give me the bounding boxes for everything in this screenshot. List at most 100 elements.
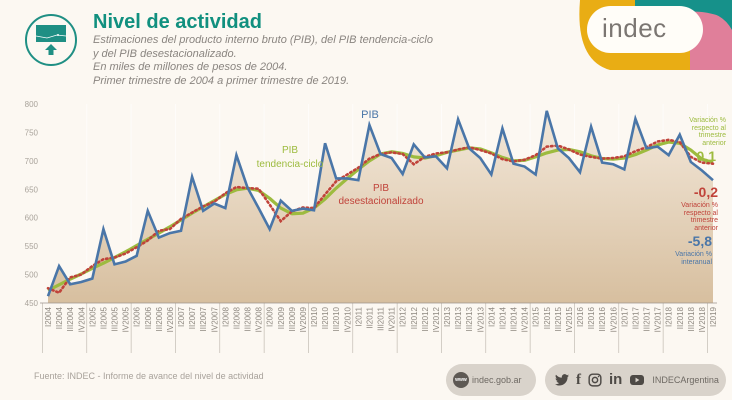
x-tick-label: III2008 [244,306,253,331]
x-tick-label: III2007 [199,306,208,331]
tendencia-variation-value: 0,1 [696,148,716,164]
x-tick-label: II2015 [543,306,552,329]
tendencia-series-label: PIB [282,145,298,156]
website-link[interactable]: www indec.gob.ar [446,364,536,396]
x-tick-label: III2017 [643,306,652,331]
y-tick-label: 800 [25,100,39,109]
upload-arrow-icon [45,44,57,55]
page-title: Nivel de actividad [93,11,262,33]
y-tick-label: 750 [25,128,39,137]
facebook-icon[interactable]: f [576,372,581,388]
pib-annotation: -5,8 Variación % interanual [675,234,712,266]
instagram-icon[interactable] [588,373,602,387]
logo-text: indec [602,13,667,43]
x-tick-label: III2013 [465,306,474,331]
subtitle-line: y del PIB desestacionalizado. [93,47,237,60]
pib-series-label: PIB [361,109,379,121]
x-tick-label: II2018 [676,306,685,329]
x-tick-label: I2017 [620,306,629,327]
annotation-label: anterior [702,139,726,147]
pib-area-fill [48,110,713,303]
x-tick-label: III2016 [598,306,607,331]
envelope-icon [36,25,66,42]
y-tick-label: 600 [25,214,39,223]
x-tick-label: IV2012 [432,306,441,332]
desestacionalizado-annotation: -0,2 Variación % respecto al trimestre a… [681,185,718,232]
www-icon: www [453,372,469,388]
subtitle-line: Estimaciones del producto interno bruto … [93,34,433,46]
desestacionalizado-series-label: desestacionalizado [338,196,423,207]
x-tick-label: I2011 [354,306,363,326]
subtitle: Estimaciones del producto interno bruto … [93,34,433,88]
subtitle-line: En miles de millones de pesos de 2004. [93,61,288,73]
subtitle-line: Primer trimestre de 2004 a primer trimes… [93,74,350,87]
tendencia-annotation: Variación % respecto al trimestre anteri… [689,117,726,164]
x-tick-label: I2019 [709,306,718,327]
x-tick-label: II2017 [631,306,640,329]
x-tick-label: IV2017 [654,306,663,332]
x-tick-label: IV2008 [255,306,264,332]
x-tick-label: IV2015 [565,306,574,332]
x-tick-label: IV2018 [698,306,707,332]
x-tick-label: III2018 [687,306,696,331]
annotation-label: trimestre [690,217,718,224]
x-tick-label: III2010 [332,306,341,331]
x-tick-label: I2018 [665,306,674,327]
x-tick-label: III2006 [155,306,164,331]
annotation-label: Variación % [689,117,726,124]
social-links: f in INDECArgentina [545,364,726,396]
x-tick-label: I2004 [44,306,53,327]
x-tick-label: IV2013 [476,306,485,332]
social-handle[interactable]: INDECArgentina [652,375,719,385]
twitter-icon[interactable] [555,374,569,386]
x-tick-label: II2012 [410,306,419,329]
indec-logo [579,0,732,70]
x-tick-label: I2016 [576,306,585,327]
x-tick-label: I2010 [310,306,319,327]
x-tick-label: II2011 [365,306,374,328]
annotation-label: Variación % [675,251,712,258]
x-tick-label: II2013 [454,306,463,329]
report-icon [25,14,77,66]
x-tick-label: III2005 [111,306,120,331]
x-tick-label: IV2004 [77,306,86,332]
x-tick-label: IV2009 [299,306,308,332]
annotation-label: respecto al [691,124,726,132]
y-tick-label: 550 [25,242,39,251]
x-tick-label: IV2016 [609,306,618,332]
x-tick-label: II2014 [498,306,507,329]
x-tick-label: IV2014 [521,306,530,332]
x-tick-label: II2016 [587,306,596,329]
x-tick-label: II2008 [232,306,241,329]
x-tick-label: I2006 [133,306,142,327]
pib-line [46,110,714,297]
y-tick-label: 450 [25,299,39,308]
x-tick-label: III2015 [554,306,563,331]
x-tick-label: I2008 [221,306,230,327]
x-tick-label: III2011 [377,306,386,330]
x-tick-label: IV2007 [210,306,219,332]
x-tick-label: II2007 [188,306,197,329]
x-tick-label: IV2011 [388,306,397,331]
source-note: Fuente: INDEC - Informe de avance del ni… [34,371,264,381]
x-tick-label: I2009 [266,306,275,327]
x-tick-label: II2009 [277,306,286,329]
x-tick-label: IV2005 [122,306,131,332]
tendencia-series-label: tendencia-ciclo [257,159,324,170]
annotation-label: interanual [681,258,712,266]
x-tick-label: III2014 [510,306,519,331]
x-tick-label: I2014 [487,306,496,327]
x-tick-label: III2004 [66,306,75,331]
x-tick-label: IV2006 [166,306,175,332]
x-tick-label: III2009 [288,306,297,331]
pib-variation-value: -5,8 [687,233,712,249]
x-tick-label: IV2010 [343,306,352,332]
y-tick-label: 650 [25,185,39,194]
x-tick-label: I2015 [532,306,541,327]
x-tick-label: I2012 [399,306,408,327]
website-label: indec.gob.ar [472,375,522,385]
x-tick-label: II2004 [55,306,64,329]
linkedin-icon[interactable]: in [609,371,623,388]
youtube-icon[interactable] [630,375,645,385]
